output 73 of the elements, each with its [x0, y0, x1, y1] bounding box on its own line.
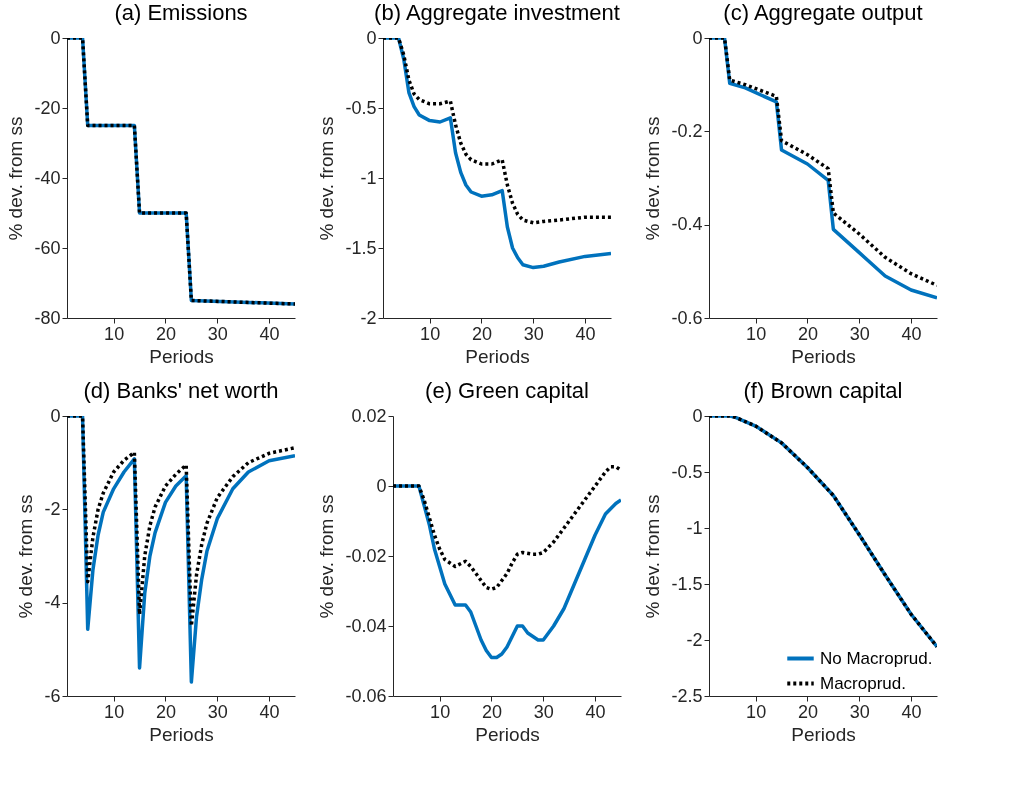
y-tick-label: -40 [34, 167, 61, 188]
chart-title: (e) Green capital [425, 378, 589, 403]
x-tick-label: 20 [155, 323, 176, 344]
x-tick-label: 20 [155, 701, 176, 722]
y-tick-label: 0 [50, 27, 61, 48]
x-tick-label: 10 [420, 323, 441, 344]
chart-title: (d) Banks' net worth [83, 378, 279, 403]
y-tick-label: -2 [44, 498, 61, 519]
x-tick-label: 30 [207, 701, 228, 722]
y-tick-label: -1 [360, 167, 377, 188]
x-tick-label: 20 [797, 323, 818, 344]
x-tick-label: 40 [259, 701, 280, 722]
y-axis-title: % dev. from ss [316, 116, 338, 241]
y-tick-label: -0.02 [345, 545, 387, 566]
x-tick-label: 40 [575, 323, 596, 344]
x-tick-label: 40 [901, 323, 922, 344]
y-tick-label: -2.5 [671, 685, 703, 706]
x-tick-label: 20 [481, 701, 502, 722]
x-axis-title: Periods [475, 723, 540, 745]
y-axis-title: % dev. from ss [5, 116, 27, 241]
legend-label: No Macroprud. [820, 648, 933, 668]
x-tick-label: 10 [104, 701, 125, 722]
x-tick-label: 40 [901, 701, 922, 722]
y-tick-label: 0 [692, 405, 703, 426]
y-tick-label: -1.5 [345, 237, 377, 258]
y-tick-label: -0.04 [345, 615, 387, 636]
legend-label: Macroprud. [820, 673, 906, 693]
x-axis-title: Periods [465, 345, 530, 367]
y-axis-title: % dev. from ss [642, 494, 664, 619]
y-tick-label: 0 [366, 27, 377, 48]
y-tick-label: -0.6 [671, 307, 703, 328]
x-tick-label: 30 [533, 701, 554, 722]
y-tick-label: -2 [686, 629, 703, 650]
x-tick-label: 10 [104, 323, 125, 344]
chart-title: (c) Aggregate output [723, 0, 923, 25]
x-tick-label: 30 [523, 323, 544, 344]
y-tick-label: 0 [376, 475, 387, 496]
x-tick-label: 30 [207, 323, 228, 344]
x-tick-label: 20 [471, 323, 492, 344]
chart-title: (b) Aggregate investment [374, 0, 620, 25]
y-tick-label: -4 [44, 592, 61, 613]
y-tick-label: -80 [34, 307, 61, 328]
x-tick-label: 10 [746, 701, 767, 722]
y-tick-label: -0.5 [671, 461, 703, 482]
y-axis-title: % dev. from ss [642, 116, 664, 241]
y-tick-label: -1 [686, 517, 703, 538]
y-tick-label: -0.06 [345, 685, 387, 706]
y-tick-label: -0.2 [671, 120, 703, 141]
y-tick-label: -60 [34, 237, 61, 258]
y-tick-label: -0.5 [345, 97, 377, 118]
y-axis-title: % dev. from ss [316, 494, 338, 619]
x-tick-label: 30 [849, 323, 870, 344]
y-tick-label: -20 [34, 97, 61, 118]
x-axis-title: Periods [149, 345, 214, 367]
y-tick-label: -6 [44, 685, 61, 706]
y-tick-label: -0.4 [671, 214, 703, 235]
x-tick-label: 40 [259, 323, 280, 344]
x-tick-label: 40 [585, 701, 606, 722]
chart-title: (a) Emissions [114, 0, 248, 25]
x-tick-label: 20 [797, 701, 818, 722]
x-axis-title: Periods [791, 723, 856, 745]
x-tick-label: 30 [849, 701, 870, 722]
y-axis-title: % dev. from ss [15, 494, 37, 619]
y-tick-label: -2 [360, 307, 377, 328]
x-axis-title: Periods [791, 345, 856, 367]
chart-title: (f) Brown capital [743, 378, 903, 403]
y-tick-label: 0 [50, 405, 61, 426]
y-tick-label: -1.5 [671, 573, 703, 594]
x-tick-label: 10 [430, 701, 451, 722]
y-tick-label: 0 [692, 27, 703, 48]
y-tick-label: 0.02 [351, 405, 387, 426]
x-tick-label: 10 [746, 323, 767, 344]
x-axis-title: Periods [149, 723, 214, 745]
